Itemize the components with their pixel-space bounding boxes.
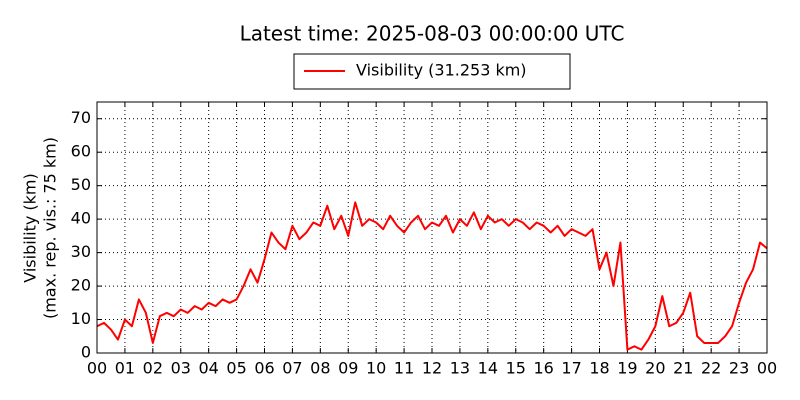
y-tick-label: 20 <box>71 276 91 295</box>
chart-title: Latest time: 2025-08-03 00:00:00 UTC <box>240 22 625 46</box>
x-tick-label: 22 <box>701 359 721 378</box>
x-tick-label: 23 <box>729 359 749 378</box>
x-tick-label: 13 <box>450 359 470 378</box>
y-axis-label: (max. rep. vis.: 75 km) <box>41 137 60 319</box>
x-tick-label: 00 <box>757 359 777 378</box>
x-tick-label: 03 <box>171 359 191 378</box>
x-tick-label: 10 <box>366 359 386 378</box>
x-tick-label: 01 <box>115 359 135 378</box>
x-tick-label: 15 <box>506 359 526 378</box>
x-tick-label: 14 <box>478 359 498 378</box>
y-tick-label: 40 <box>71 209 91 228</box>
legend-label: Visibility (31.253 km) <box>356 61 527 80</box>
line <box>96 201 768 351</box>
x-tick-label: 21 <box>673 359 693 378</box>
x-tick-label: 06 <box>254 359 274 378</box>
x-tick-label: 07 <box>282 359 302 378</box>
x-tick-label: 05 <box>226 359 246 378</box>
y-tick-label: 60 <box>71 142 91 161</box>
x-tick-label: 08 <box>310 359 330 378</box>
y-tick-label: 0 <box>81 343 91 362</box>
x-tick-label: 11 <box>394 359 414 378</box>
x-tick-label: 19 <box>617 359 637 378</box>
x-tick-label: 18 <box>589 359 609 378</box>
x-tick-label: 00 <box>87 359 107 378</box>
x-tick-label: 09 <box>338 359 358 378</box>
y-tick-label: 50 <box>71 175 91 194</box>
plot-frame <box>96 101 768 354</box>
y-tick-label: 30 <box>71 242 91 261</box>
y-axis-label: Visibility (km) <box>21 173 40 282</box>
y-tick-label: 10 <box>71 309 91 328</box>
x-tick-label: 16 <box>533 359 553 378</box>
x-tick-label: 17 <box>561 359 581 378</box>
x-tick-label: 12 <box>422 359 442 378</box>
x-tick-label: 20 <box>645 359 665 378</box>
y-tick-label: 70 <box>71 108 91 127</box>
x-tick-label: 04 <box>198 359 218 378</box>
x-tick-label: 02 <box>143 359 163 378</box>
